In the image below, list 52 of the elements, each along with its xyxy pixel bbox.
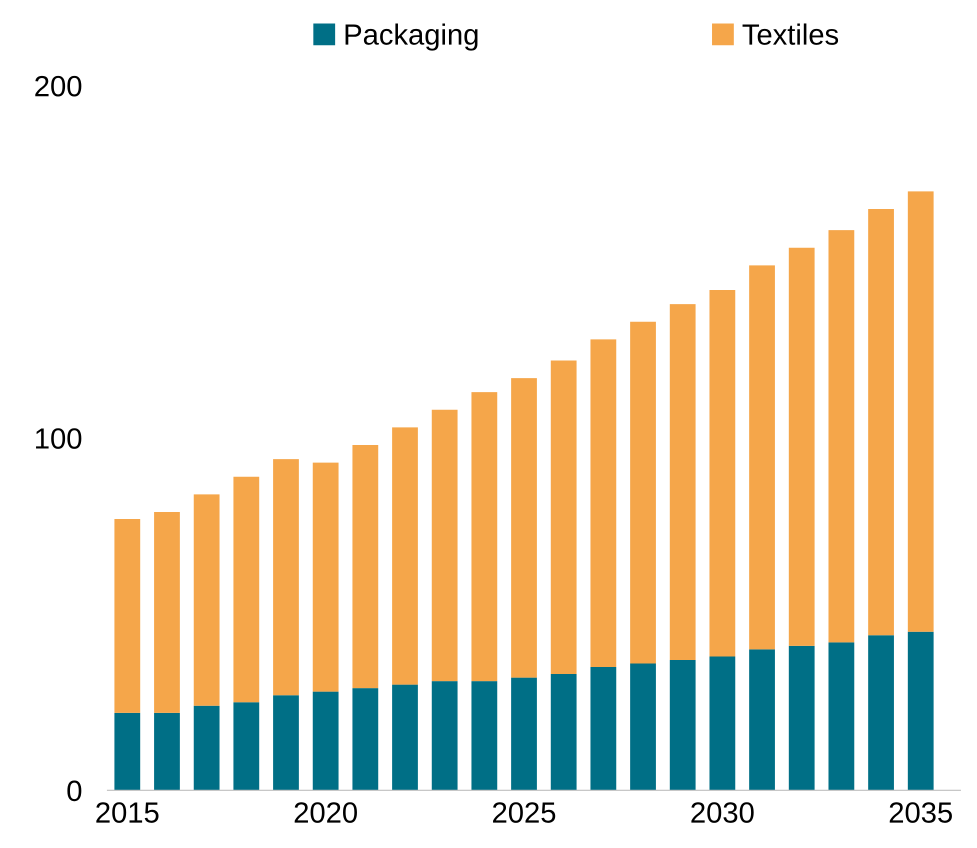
x-tick-label: 2030	[691, 802, 754, 823]
legend-label: Textiles	[742, 23, 838, 45]
bar	[432, 410, 458, 682]
bar	[511, 678, 537, 790]
bar	[194, 494, 220, 706]
bar	[828, 230, 854, 642]
bar	[471, 392, 498, 682]
bar	[154, 512, 180, 713]
bar	[352, 445, 378, 688]
bar	[550, 674, 577, 790]
bar	[709, 656, 736, 790]
bar	[670, 660, 696, 790]
bar	[749, 265, 775, 650]
bar	[392, 427, 418, 685]
bar	[273, 695, 299, 790]
bar	[590, 339, 616, 668]
bar	[352, 688, 378, 790]
bar	[828, 642, 854, 790]
bar	[630, 663, 656, 790]
x-tick-label: 2035	[890, 802, 952, 823]
x-tick-label: 2020	[294, 802, 357, 823]
bar	[511, 378, 537, 678]
bar	[788, 248, 815, 646]
y-tick-label: 200	[35, 76, 82, 97]
bar	[670, 304, 696, 660]
bar	[630, 322, 656, 664]
bar	[114, 712, 140, 790]
bar	[471, 681, 498, 790]
bar	[432, 681, 458, 790]
legend-label: Packaging	[346, 23, 478, 51]
bar	[550, 360, 577, 674]
bar	[114, 519, 140, 713]
bar	[312, 462, 339, 692]
y-tick-label: 100	[36, 428, 82, 449]
y-tick-label: 0	[67, 780, 82, 802]
bar	[273, 459, 299, 696]
bar	[709, 290, 736, 656]
bar	[233, 702, 260, 790]
bar	[392, 684, 418, 790]
bar	[312, 692, 339, 790]
bar	[788, 646, 815, 790]
bar	[590, 667, 616, 790]
x-tick-label: 2015	[96, 802, 159, 823]
bar	[908, 632, 934, 790]
x-tick-label: 2025	[493, 802, 556, 823]
bar	[868, 208, 894, 636]
bar	[749, 649, 775, 790]
bar	[908, 191, 934, 632]
bar	[154, 712, 180, 790]
bar	[233, 476, 260, 702]
bar	[868, 635, 894, 790]
bar	[194, 706, 220, 790]
